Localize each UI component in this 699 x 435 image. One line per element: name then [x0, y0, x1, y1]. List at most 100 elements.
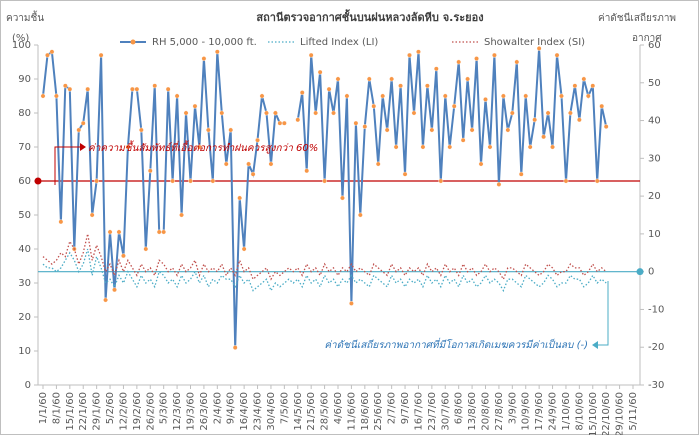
point [599, 103, 605, 109]
point [514, 59, 520, 65]
point [568, 110, 573, 116]
x-tick-label: 29/1/60 [92, 392, 103, 431]
legend-label: Showalter Index (SI) [484, 37, 585, 48]
point [241, 246, 247, 252]
point [541, 134, 547, 140]
point [429, 127, 435, 133]
point [442, 93, 448, 99]
x-tick-label: 18/6/60 [360, 392, 371, 431]
point [380, 93, 386, 99]
reference-dot [34, 177, 42, 185]
x-tick-label: 17/9/60 [534, 392, 545, 431]
point [134, 86, 140, 92]
y2-tick-label: 40 [648, 116, 661, 127]
point [237, 195, 243, 201]
point [545, 110, 551, 116]
x-tick-label: 5/11/60 [628, 392, 639, 431]
annotation-arrow [54, 146, 80, 185]
point [125, 144, 131, 150]
point [496, 181, 502, 187]
x-tick-label: 12/3/60 [172, 392, 183, 431]
point [460, 137, 466, 143]
point [246, 161, 252, 167]
y2-axis-title: ค่าดัชนีเสถียรภาพ [598, 12, 676, 24]
point [138, 127, 144, 133]
point [456, 59, 462, 65]
point [420, 144, 426, 150]
point [165, 86, 171, 92]
point [603, 124, 609, 130]
point [197, 144, 202, 150]
point [205, 127, 211, 133]
point [281, 120, 287, 126]
point [308, 52, 314, 58]
point [581, 76, 587, 82]
point [500, 93, 506, 99]
y-tick-label: 0 [25, 380, 31, 391]
x-tick-label: 27/8/60 [494, 392, 505, 431]
point [550, 144, 555, 150]
annotation: ค่าความชื้นสัมพัทธ์ที่เอื้อต่อการทำฝนควร… [88, 140, 318, 154]
x-tick-label: 26/2/60 [145, 392, 156, 431]
y2-tick-label: -30 [648, 380, 664, 391]
x-tick-label: 14/5/60 [293, 392, 304, 431]
point [161, 229, 167, 235]
point [129, 86, 135, 92]
x-tick-label: 8/1/60 [51, 392, 62, 424]
x-tick-label: 12/2/60 [118, 392, 129, 431]
point [147, 168, 153, 174]
point [183, 110, 189, 116]
point [353, 120, 359, 126]
point [335, 76, 341, 82]
point [402, 171, 408, 177]
point [268, 161, 274, 167]
x-tick-label: 21/5/60 [306, 392, 317, 431]
point [313, 110, 319, 116]
point [344, 93, 350, 99]
point [465, 76, 471, 82]
series-line [42, 248, 607, 293]
point [273, 110, 278, 116]
point [451, 103, 457, 109]
x-tick-label: 15/1/60 [65, 392, 76, 431]
x-tick-label: 2/4/60 [212, 392, 223, 424]
x-tick-label: 30/7/60 [440, 392, 451, 431]
point [80, 120, 86, 126]
point [492, 52, 497, 58]
point [590, 83, 596, 89]
x-tick-label: 16/7/60 [413, 392, 424, 431]
point [478, 161, 484, 167]
point [255, 137, 260, 143]
x-tick-label: 9/7/60 [400, 392, 411, 424]
y2-tick-label: 30 [648, 153, 661, 164]
point [438, 178, 444, 184]
point [98, 52, 104, 58]
x-tick-label: 22/1/60 [78, 392, 89, 431]
point [210, 178, 216, 184]
point [45, 52, 50, 58]
point [518, 171, 524, 177]
chart-title: สถานีตรวจอากาศชั้นบนฝนหลวงลัดหีบ จ.ระยอง [256, 9, 483, 24]
point [389, 76, 395, 82]
x-tick-label: 5/3/60 [159, 392, 170, 424]
series-line [42, 233, 607, 281]
x-tick-label: 15/10/60 [588, 392, 599, 435]
point [483, 97, 488, 102]
point [357, 212, 363, 218]
point [509, 110, 515, 116]
legend-label: Lifted Index (LI) [300, 37, 378, 48]
x-tick-label: 3/9/60 [507, 392, 518, 424]
point [326, 86, 332, 92]
x-tick-label: 26/3/60 [199, 392, 210, 431]
x-tick-label: 25/6/60 [373, 392, 384, 431]
point [563, 178, 569, 184]
point [143, 246, 149, 252]
point [107, 229, 113, 235]
point [487, 144, 493, 150]
point [103, 297, 108, 303]
point [188, 178, 193, 184]
point [317, 69, 323, 75]
point [121, 253, 126, 259]
x-tick-label: 9/4/60 [226, 392, 237, 424]
